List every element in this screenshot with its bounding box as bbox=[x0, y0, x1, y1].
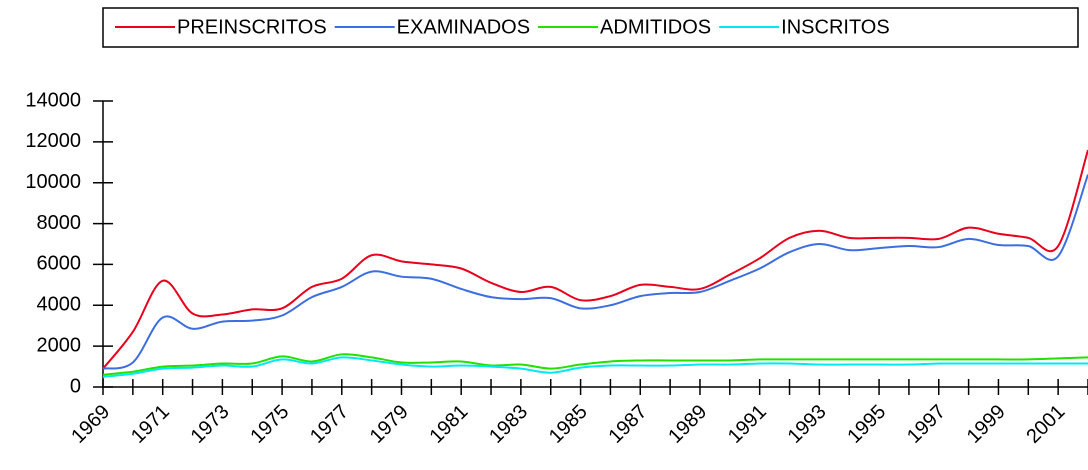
legend-label: PREINSCRITOS bbox=[177, 16, 327, 38]
series-line bbox=[102, 149, 1088, 370]
x-tick-label: 1981 bbox=[425, 401, 472, 448]
series-line bbox=[102, 356, 1088, 378]
x-tick-label: 1991 bbox=[724, 401, 771, 448]
y-tick-label: 12000 bbox=[25, 130, 81, 152]
series-line bbox=[102, 353, 1088, 376]
x-tick-label: 1977 bbox=[306, 401, 353, 448]
x-tick-label: 1985 bbox=[545, 401, 592, 448]
x-tick-label: 1975 bbox=[246, 401, 293, 448]
y-tick-label: 6000 bbox=[37, 253, 82, 275]
x-tick-label: 1995 bbox=[843, 401, 890, 448]
y-tick-label: 10000 bbox=[25, 171, 81, 193]
x-tick-label: 1979 bbox=[366, 401, 413, 448]
x-tick-label: 1997 bbox=[903, 401, 950, 448]
x-tick-label: 1969 bbox=[67, 401, 114, 448]
legend-label: INSCRITOS bbox=[781, 16, 890, 38]
x-tick-label: 2001 bbox=[1022, 401, 1069, 448]
y-tick-label: 4000 bbox=[37, 294, 82, 316]
x-tick-label: 1993 bbox=[784, 401, 831, 448]
y-tick-label: 14000 bbox=[25, 89, 81, 111]
x-tick-label: 1987 bbox=[605, 401, 652, 448]
x-tick-label: 1989 bbox=[664, 401, 711, 448]
x-tick-label: 1983 bbox=[485, 401, 532, 448]
y-tick-label: 8000 bbox=[37, 212, 82, 234]
x-tick-label: 1973 bbox=[187, 401, 234, 448]
y-tick-label: 0 bbox=[70, 375, 81, 397]
x-tick-label: 1999 bbox=[963, 401, 1010, 448]
legend-label: ADMITIDOS bbox=[600, 16, 711, 38]
series-line bbox=[102, 174, 1088, 370]
legend-label: EXAMINADOS bbox=[397, 16, 530, 38]
y-tick-label: 2000 bbox=[37, 334, 82, 356]
x-tick-label: 1971 bbox=[127, 401, 174, 448]
